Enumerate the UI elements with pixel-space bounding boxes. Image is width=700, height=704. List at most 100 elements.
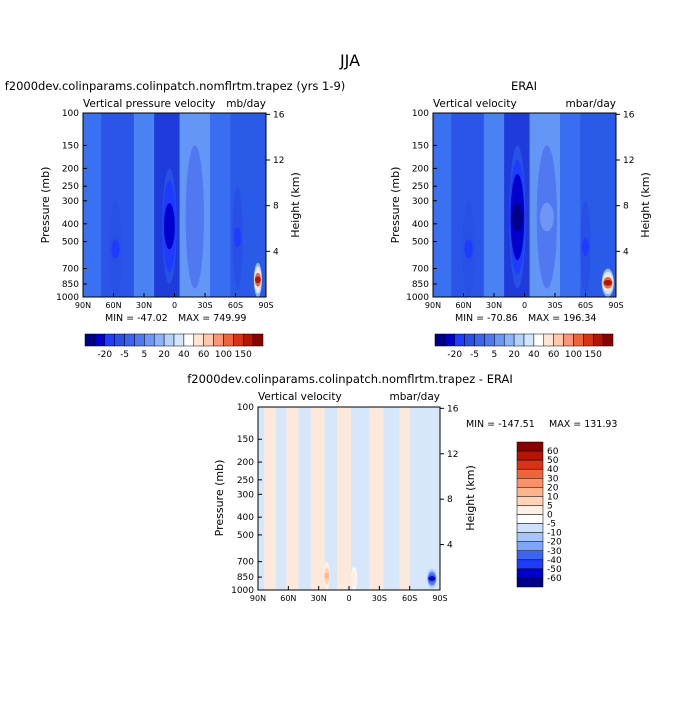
field-contour: [582, 237, 589, 257]
panel-diff-max: MAX = 131.93: [549, 419, 617, 430]
lat-tick-label: 0: [522, 301, 527, 310]
colorbar-label: 30: [547, 474, 559, 484]
panel-obs-ylabel: Pressure (mb): [389, 167, 402, 244]
panel-model-colorbar: -20 -5 5 20 40 60 100 150: [84, 333, 264, 360]
lat-tick-label: 60S: [578, 301, 593, 310]
colorbar-label: 40: [528, 350, 540, 360]
pressure-tick-label: 700: [237, 558, 254, 568]
colorbar-swatch: [516, 550, 544, 561]
panel-model-pressure-ticks: 100 150 200 250 300 400 500 700 850 1000: [56, 109, 87, 303]
colorbar-label: 5: [547, 501, 553, 511]
pressure-tick-label: 100: [412, 109, 429, 119]
panel-model: f2000dev.colinparams.colinpatch.nomflrtm…: [5, 79, 346, 360]
colorbar-swatch: [223, 333, 234, 347]
colorbar-swatch: [583, 333, 594, 347]
colorbar-swatch: [516, 559, 544, 570]
panel-model-left-label: Vertical pressure velocity: [83, 98, 215, 110]
field-stripe: [369, 407, 384, 590]
colorbar-label: 150: [585, 350, 602, 360]
field-contour: [188, 202, 202, 232]
colorbar-swatch: [153, 333, 165, 347]
height-tick-label: 12: [447, 450, 458, 460]
colorbar-label: 20: [158, 350, 170, 360]
colorbar-swatch: [474, 333, 485, 347]
lat-tick-label: 90S: [258, 301, 273, 310]
colorbar-label: -10: [547, 529, 562, 539]
colorbar-swatch: [124, 333, 135, 347]
colorbar-swatch: [144, 333, 155, 347]
pressure-tick-label: 200: [237, 458, 254, 468]
colorbar-label: 50: [547, 456, 559, 466]
field-contour: [464, 239, 473, 259]
pressure-tick-label: 100: [237, 403, 254, 413]
height-tick-label: 16: [273, 110, 285, 120]
colorbar-swatch: [533, 333, 545, 347]
colorbar-swatch: [454, 333, 465, 347]
lat-tick-label: 30N: [136, 301, 152, 310]
pressure-tick-label: 150: [62, 141, 79, 151]
field-band: [483, 113, 505, 297]
field-contour: [539, 202, 554, 232]
field-contour: [351, 576, 357, 581]
pressure-tick-label: 400: [62, 220, 79, 230]
height-tick-label: 12: [623, 156, 634, 166]
pressure-tick-label: 300: [237, 490, 254, 500]
colorbar-label: 20: [547, 483, 559, 493]
colorbar-swatch: [513, 333, 525, 347]
lat-tick-label: 90N: [425, 301, 441, 310]
colorbar-swatch: [183, 333, 195, 347]
colorbar-swatch: [516, 478, 544, 488]
colorbar-label: 100: [215, 350, 232, 360]
lat-tick-label: 30N: [486, 301, 502, 310]
lat-tick-label: 60N: [455, 301, 471, 310]
field-contour: [111, 239, 120, 259]
panel-obs-field: [433, 113, 616, 297]
colorbar-label: 10: [547, 492, 559, 502]
colorbar-swatch: [516, 441, 544, 452]
colorbar-label: 60: [198, 350, 210, 360]
panel-obs-pressure-ticks: 100 150 200 250 300 400 500 700 850 1000: [406, 109, 437, 303]
season-title: JJA: [339, 51, 360, 70]
colorbar-label: -30: [547, 547, 562, 557]
pressure-tick-label: 150: [412, 141, 429, 151]
panel-diff-ylabel-right: Height (km): [464, 465, 477, 531]
panel-obs-height-ticks: 16 12 8 4: [616, 110, 635, 257]
field-contour: [511, 202, 523, 232]
lat-tick-label: 60S: [402, 594, 417, 603]
pressure-tick-label: 200: [412, 164, 429, 174]
panel-diff-min: MIN = -147.51: [466, 419, 535, 430]
colorbar-label: 20: [508, 350, 520, 360]
field-stripe: [286, 407, 299, 590]
height-tick-label: 16: [447, 404, 459, 414]
colorbar-label: 60: [548, 350, 560, 360]
pressure-tick-label: 200: [62, 164, 79, 174]
lat-tick-label: 90N: [75, 301, 91, 310]
colorbar-swatch: [252, 333, 264, 347]
colorbar-swatch: [503, 333, 515, 347]
pressure-tick-label: 400: [412, 220, 429, 230]
pressure-tick-label: 850: [237, 573, 254, 583]
lat-tick-label: 0: [346, 594, 351, 603]
colorbar-swatch: [516, 568, 544, 579]
colorbar-swatch: [592, 333, 604, 347]
pressure-tick-label: 150: [237, 435, 254, 445]
colorbar-swatch: [134, 333, 145, 347]
panel-obs-left-label: Vertical velocity: [433, 98, 517, 110]
panel-diff-field: [258, 407, 440, 590]
colorbar-swatch: [114, 333, 125, 347]
colorbar-label: -50: [547, 565, 562, 575]
colorbar-swatch: [193, 333, 204, 347]
colorbar-label: 150: [235, 350, 252, 360]
pressure-tick-label: 250: [237, 476, 254, 486]
pressure-tick-label: 1000: [231, 586, 254, 596]
colorbar-swatch: [553, 333, 564, 347]
colorbar-label: -5: [120, 350, 129, 360]
panel-model-field: [83, 113, 266, 297]
panel-obs-min: MIN = -70.86: [455, 313, 518, 324]
field-band: [133, 113, 155, 297]
pressure-tick-label: 250: [62, 182, 79, 192]
colorbar-swatch: [516, 532, 544, 542]
pressure-tick-label: 100: [62, 109, 79, 119]
